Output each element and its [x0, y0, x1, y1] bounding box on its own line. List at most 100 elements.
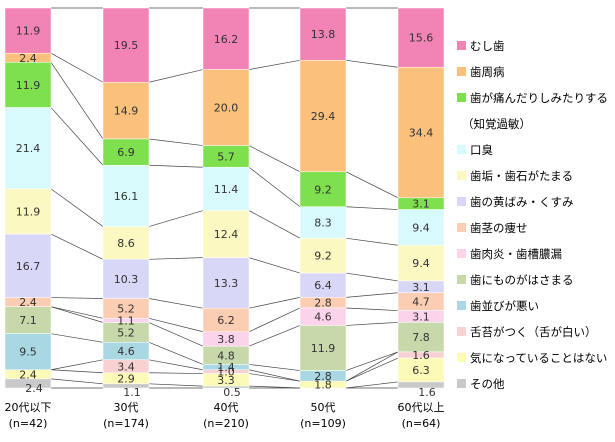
legend-label: 歯並びが悪い: [470, 299, 539, 313]
connector-line: [248, 325, 301, 347]
legend-label: 歯周病: [470, 65, 505, 79]
segment-value-label: 13.8: [311, 28, 336, 41]
segment-value-label: 1.8: [314, 379, 332, 392]
connector-line: [345, 351, 399, 382]
legend-label-extra: （知覚過敏）: [462, 117, 531, 131]
segment-value-label: 19.5: [114, 39, 139, 52]
segment-value-label: 16.7: [16, 260, 41, 273]
segment-value-label: 1.4: [217, 361, 235, 374]
connector-line: [248, 373, 301, 382]
bar-segment: [299, 325, 347, 371]
segment-value-label: 7.8: [412, 331, 430, 344]
segment-value-label: 4.6: [117, 345, 135, 358]
legend-label: 歯垢・歯石がたまる: [470, 169, 573, 183]
segment-value-label: 5.2: [117, 302, 135, 315]
connector-line: [248, 59, 301, 70]
legend-label: 歯にものがはさまる: [470, 273, 574, 287]
connector-line: [248, 257, 301, 274]
connector-line: [50, 233, 104, 260]
category-count-label: (n=64): [402, 417, 441, 430]
segment-value-label: 1.1: [117, 314, 135, 327]
connector-line: [248, 210, 301, 239]
bar-segment: [202, 385, 250, 389]
connector-line: [148, 164, 204, 168]
segment-value-label: 9.4: [412, 221, 430, 234]
bar-segment: [4, 233, 52, 298]
bar-segment: [4, 333, 52, 371]
segment-value-label: 15.6: [409, 32, 434, 45]
category-label: 40代: [214, 401, 239, 414]
connector-line: [148, 69, 204, 83]
segment-value-label: 4.6: [314, 311, 332, 324]
segment-value-label: 20.0: [214, 102, 239, 115]
bar-segment: [299, 237, 347, 274]
segment-value-label: 8.3: [314, 216, 332, 229]
segment-value-label: 16.1: [114, 190, 139, 203]
connector-line: [345, 321, 399, 326]
segment-value-label: 9.2: [314, 250, 332, 263]
segment-value-label: 5.7: [217, 150, 235, 163]
segment-value-label: 2.4: [19, 368, 37, 381]
bar-segment: [202, 210, 250, 258]
segment-value-label: 6.3: [412, 364, 430, 377]
connector-line: [248, 145, 301, 173]
connector-line: [50, 52, 104, 83]
connector-line: [148, 298, 204, 309]
connector-line: [148, 383, 204, 387]
legend-swatch: [457, 249, 466, 258]
segment-value-label: 3.1: [412, 310, 430, 323]
segment-value-label: 16.2: [214, 33, 239, 46]
connector-line: [148, 322, 204, 347]
connector-line: [148, 138, 204, 146]
connector-line: [248, 369, 301, 382]
connector-lines: [50, 7, 399, 389]
bar-segment: [4, 188, 52, 235]
segment-value-label: 4.7: [412, 296, 430, 309]
connector-line: [248, 364, 301, 371]
connector-line: [148, 341, 204, 365]
segment-value-label: 1.6: [412, 349, 430, 362]
bar-segment: [299, 171, 347, 207]
bar-segment: [102, 259, 150, 299]
bar-segment: [4, 378, 52, 389]
bars: [4, 7, 445, 389]
segment-value-label: 1.1: [123, 386, 141, 399]
segment-value-label: 14.9: [114, 105, 139, 118]
segment-value-label: 0.5: [223, 386, 241, 399]
bar-segment: [299, 7, 347, 61]
bar-segment: [397, 322, 445, 353]
connector-line: [345, 272, 399, 282]
connector-line: [345, 59, 399, 68]
segment-value-label: 13.3: [214, 277, 239, 290]
bar-segment: [299, 60, 347, 173]
legend-label: 舌苔がつく（舌が白い）: [470, 325, 597, 339]
legend-swatch: [457, 275, 466, 284]
segment-value-label: 29.4: [311, 110, 336, 123]
connector-line: [50, 62, 104, 140]
legend-label: 口臭: [470, 143, 493, 157]
segment-value-label: 1.6: [418, 386, 436, 399]
segment-value-label: 2.9: [117, 372, 135, 385]
connector-line: [148, 317, 204, 333]
segment-value-label: 3.3: [217, 374, 235, 387]
segment-value-label: 9.4: [412, 257, 430, 270]
bar-segment: [299, 206, 347, 239]
legend-label: むし歯: [470, 39, 505, 53]
bar-segment: [102, 81, 150, 140]
segment-value-label: 9.5: [19, 346, 37, 359]
connector-line: [50, 369, 104, 374]
connector-line: [50, 306, 104, 319]
segment-value-label: 1.0: [217, 366, 235, 379]
segment-value-label: 6.4: [314, 279, 332, 292]
segment-value-label: 11.9: [311, 342, 336, 355]
bar-segment: [202, 166, 250, 211]
legend-swatch: [457, 327, 466, 336]
connector-line: [50, 107, 104, 166]
legend-swatch: [457, 67, 466, 76]
bar-segment: [4, 306, 52, 334]
legend-swatch: [457, 379, 466, 388]
connector-line: [50, 333, 104, 343]
segment-value-label: 2.4: [19, 296, 37, 309]
connector-line: [345, 351, 399, 371]
